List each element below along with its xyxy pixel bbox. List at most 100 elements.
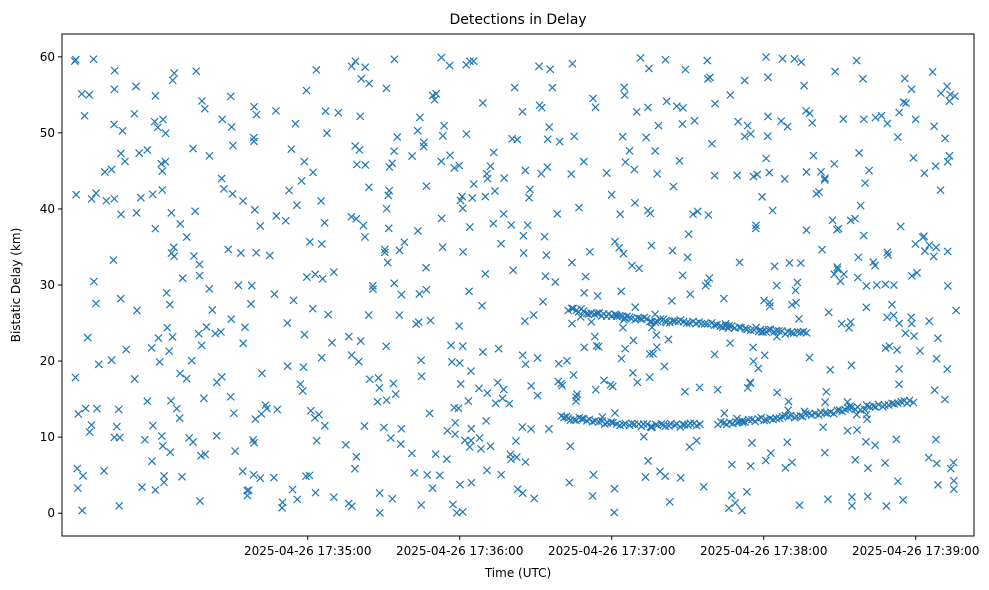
detection-point: [451, 418, 460, 427]
detection-point: [946, 90, 955, 99]
detection-point: [217, 174, 226, 183]
detection-point: [499, 209, 508, 218]
detection-point: [871, 441, 880, 450]
detection-point: [168, 76, 177, 85]
detection-point: [447, 341, 456, 350]
track-point: [569, 415, 578, 424]
detection-point: [826, 365, 835, 374]
detection-point: [415, 289, 424, 298]
detection-point: [364, 311, 373, 320]
detection-point: [521, 166, 530, 175]
detection-point: [246, 299, 255, 308]
detection-point: [754, 364, 763, 373]
detection-point: [140, 435, 149, 444]
detection-point: [147, 457, 156, 466]
detection-point: [632, 107, 641, 116]
detection-point: [430, 95, 439, 104]
detection-point: [887, 300, 896, 309]
detection-point: [229, 409, 238, 418]
detection-point: [462, 60, 471, 69]
detection-point: [364, 183, 373, 192]
detection-point: [643, 103, 652, 112]
detection-point: [228, 141, 237, 150]
detection-point: [110, 66, 119, 75]
detection-point: [545, 123, 554, 132]
detection-point: [580, 343, 589, 352]
detection-point: [805, 353, 814, 362]
detection-point: [678, 119, 687, 128]
track-point: [760, 416, 769, 425]
detection-point: [143, 397, 152, 406]
detection-point: [482, 416, 491, 425]
track-point: [686, 419, 695, 428]
detection-point: [243, 486, 252, 495]
detection-point: [851, 455, 860, 464]
detection-point: [450, 403, 459, 412]
detection-point: [494, 344, 503, 353]
detection-point: [590, 332, 599, 341]
detection-point: [92, 189, 101, 198]
detection-point: [719, 294, 728, 303]
detection-point: [481, 269, 490, 278]
detection-point: [695, 383, 704, 392]
detection-point: [899, 495, 908, 504]
detection-point: [615, 243, 624, 252]
detection-point: [943, 365, 952, 374]
detection-point: [621, 158, 630, 167]
track-point: [774, 326, 783, 335]
detection-point: [166, 396, 175, 405]
detection-point: [751, 221, 761, 230]
detection-point: [368, 281, 377, 290]
detection-point: [408, 152, 417, 161]
detection-point: [413, 226, 422, 235]
track-point: [600, 420, 609, 429]
detection-point: [157, 432, 166, 441]
detection-point: [931, 162, 940, 171]
detection-point: [579, 157, 588, 166]
detection-point: [446, 151, 455, 160]
detection-point: [893, 133, 902, 142]
detection-point: [136, 193, 145, 202]
detection-point: [863, 492, 872, 501]
detection-point: [490, 186, 499, 196]
detection-point: [836, 277, 845, 286]
detection-point: [455, 161, 464, 170]
detection-point: [943, 157, 952, 166]
detection-point: [77, 89, 86, 98]
detection-point: [311, 488, 320, 497]
detection-point: [555, 137, 564, 146]
detection-point: [710, 350, 719, 359]
detection-point: [498, 394, 507, 403]
detection-point: [558, 381, 567, 390]
track-point: [657, 419, 666, 429]
detection-point: [458, 204, 467, 213]
detection-point: [269, 473, 278, 482]
detection-point: [137, 483, 147, 492]
detection-point: [649, 349, 658, 358]
detection-point: [570, 132, 579, 141]
detection-point: [800, 81, 809, 90]
detection-point: [329, 268, 338, 277]
detection-point: [594, 342, 603, 351]
detection-point: [191, 207, 200, 216]
detection-point: [415, 113, 424, 122]
detection-point: [525, 185, 534, 194]
detection-point: [341, 440, 350, 449]
detection-point: [115, 433, 124, 442]
detection-point: [347, 351, 356, 360]
detection-point: [87, 194, 96, 203]
detection-point: [172, 404, 181, 413]
detection-point: [533, 353, 542, 362]
detection-point: [740, 132, 749, 141]
detection-point: [305, 237, 314, 246]
detection-point: [308, 304, 317, 313]
detection-point: [132, 306, 142, 315]
detection-point: [881, 458, 890, 467]
detection-point: [455, 358, 464, 368]
detection-point: [400, 238, 409, 247]
detection-point: [633, 378, 642, 387]
detection-point: [73, 464, 82, 473]
y-tick-label: 50: [40, 126, 55, 140]
detection-point: [895, 108, 904, 117]
detection-point: [423, 470, 432, 479]
